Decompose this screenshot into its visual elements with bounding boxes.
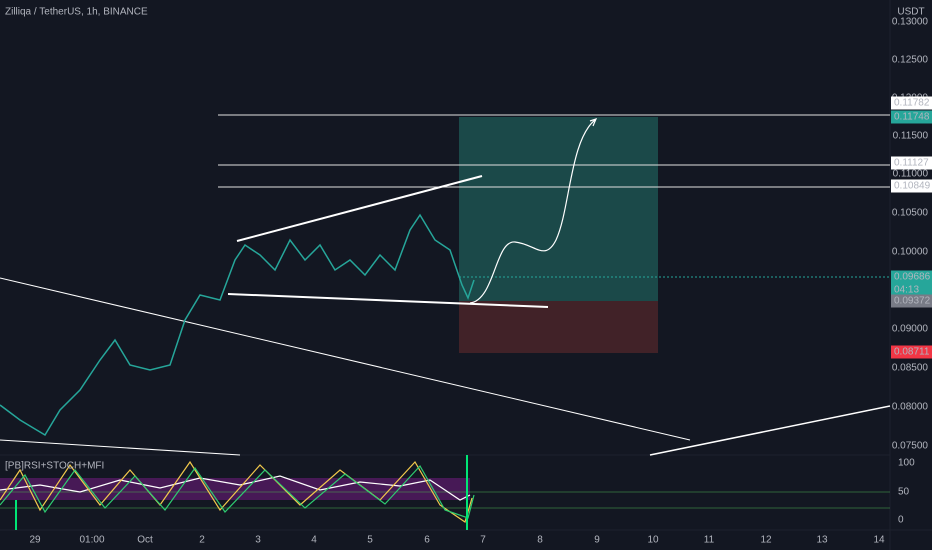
price-tag [891, 179, 932, 193]
time-label: 7 [480, 535, 486, 546]
price-tag-label: 0.09686 [894, 272, 931, 283]
time-label: 8 [537, 535, 543, 546]
time-label: 6 [424, 535, 430, 546]
price-label: 0.11000 [893, 169, 929, 180]
time-label: 12 [760, 535, 772, 546]
time-label: 29 [29, 535, 41, 546]
price-label: 0.09000 [892, 324, 929, 335]
price-label: 0.08000 [892, 402, 929, 413]
price-path [0, 213, 475, 437]
price-label: 0.08500 [892, 363, 929, 374]
price-tag-label: 0.11748 [894, 112, 930, 123]
indicator-lines [0, 455, 890, 530]
trendlines [0, 118, 891, 456]
price-tag [891, 345, 932, 359]
price-tag [891, 110, 932, 124]
price-tag [891, 294, 932, 308]
time-label: 5 [367, 535, 373, 546]
price-label: 0.07500 [892, 441, 929, 452]
price-label: 0.12500 [892, 55, 929, 66]
indicator-name: [PB]RSI+STOCH+MFI [5, 461, 104, 472]
time-label: 11 [704, 535, 715, 546]
price-tag [891, 156, 932, 170]
indicator-axis-label: 50 [898, 487, 910, 498]
time-label: Oct [137, 535, 153, 546]
price-tag-label: 0.11782 [894, 98, 930, 109]
time-label: 10 [647, 535, 659, 546]
loss-zone [459, 301, 658, 353]
currency: USDT [897, 7, 924, 18]
price-tag-label: 0.11127 [894, 158, 929, 169]
profit-zone [459, 117, 658, 301]
time-label: 01:00 [79, 535, 104, 546]
time-label: 2 [199, 535, 205, 546]
price-tag [891, 270, 932, 284]
price-tag-label: 04:13 [894, 285, 919, 296]
price-label: 0.10000 [892, 247, 929, 258]
levels [218, 114, 890, 278]
time-label: 14 [873, 535, 885, 546]
price-tag [891, 96, 932, 110]
price-tag-label: 0.10849 [894, 181, 931, 192]
price-tag-label: 0.09372 [894, 296, 931, 307]
time-label: 3 [255, 535, 261, 546]
indicator-axis-label: 0 [898, 515, 904, 526]
time-label: 13 [816, 535, 828, 546]
price-tag [891, 283, 932, 297]
price-tag-label: 0.08711 [894, 347, 930, 358]
time-label: 4 [311, 535, 317, 546]
price-label: 0.10500 [892, 208, 929, 219]
time-label: 9 [594, 535, 600, 546]
chart-title: Zilliqa / TetherUS, 1h, BINANCE [5, 7, 148, 18]
price-label: 0.11500 [893, 131, 929, 142]
indicator-axis-label: 100 [898, 458, 915, 469]
price-label: 0.13000 [892, 17, 929, 28]
